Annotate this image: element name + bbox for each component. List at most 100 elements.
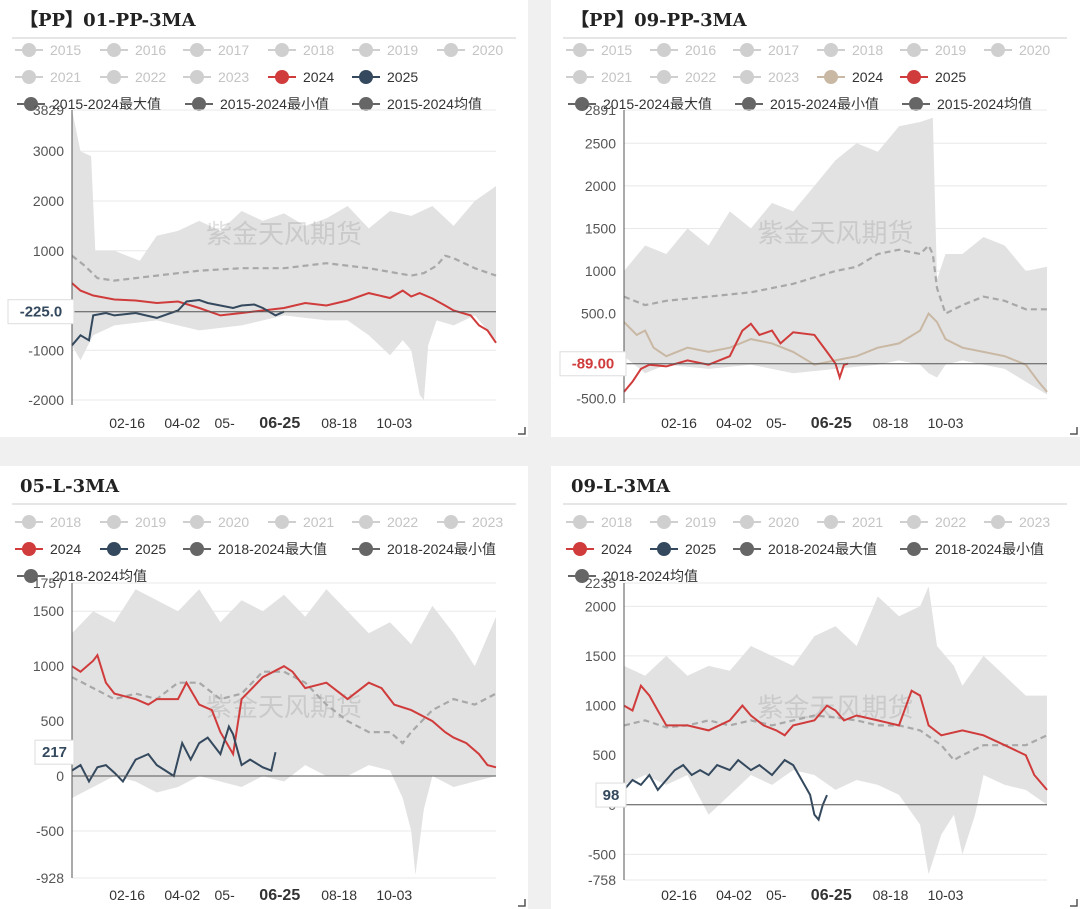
legend-marker: [359, 43, 373, 57]
y-tick-label: -2000: [28, 392, 64, 408]
x-tick-label: 02-16: [661, 415, 697, 431]
legend-marker: [24, 97, 38, 111]
legend-marker: [909, 97, 923, 111]
legend-item[interactable]: 2015-2024最大值: [568, 96, 712, 112]
legend-item[interactable]: 2015-2024均值: [352, 96, 482, 112]
legend-item[interactable]: 2019: [352, 42, 418, 58]
legend-item[interactable]: 2023: [984, 514, 1050, 530]
legend-label: 2022: [935, 514, 966, 530]
legend-item[interactable]: 2025: [650, 541, 716, 557]
legend-item[interactable]: 2018-2024均值: [568, 568, 698, 584]
legend-item[interactable]: 2021: [268, 514, 334, 530]
series-2024: [71, 282, 497, 344]
legend-item[interactable]: 2015-2024均值: [902, 96, 1032, 112]
legend-marker: [107, 515, 121, 529]
x-tick-label: 08-18: [873, 415, 909, 431]
legend-item[interactable]: 2018-2024均值: [17, 568, 147, 584]
resize-handle-icon[interactable]: [518, 899, 526, 907]
legend-item[interactable]: 2020: [437, 42, 503, 58]
legend-item[interactable]: 2023: [183, 69, 249, 85]
current-value-label: 217: [42, 744, 67, 761]
legend-item[interactable]: 2025: [100, 541, 166, 557]
legend-item[interactable]: 2018: [817, 42, 883, 58]
legend-marker: [824, 515, 838, 529]
x-axis: 02-16 04-02 05- 06-25 08-18 10-03: [661, 887, 964, 904]
y-tick-label: -500: [588, 846, 616, 862]
legend-item[interactable]: 2023: [733, 69, 799, 85]
legend-item[interactable]: 2022: [650, 69, 716, 85]
legend-marker: [740, 515, 754, 529]
legend-item[interactable]: 2021: [566, 69, 632, 85]
legend-label: 2023: [768, 69, 799, 85]
legend-item[interactable]: 2015-2024最小值: [735, 96, 879, 112]
y-tick-label: 1500: [585, 648, 616, 664]
legend-item[interactable]: 2016: [100, 42, 166, 58]
legend-marker: [192, 97, 206, 111]
x-tick-label: 02-16: [109, 415, 145, 431]
legend-item[interactable]: 2018-2024最小值: [352, 541, 496, 557]
legend-item[interactable]: 2024: [817, 69, 883, 85]
legend-item[interactable]: 2024: [268, 69, 334, 85]
legend-item[interactable]: 2020: [733, 514, 799, 530]
legend-item[interactable]: 2018-2024最小值: [900, 541, 1044, 557]
legend-marker: [991, 43, 1005, 57]
y-tick-label: 3829: [33, 102, 64, 118]
legend-item[interactable]: 2019: [900, 42, 966, 58]
legend-item[interactable]: 2022: [900, 514, 966, 530]
legend-item[interactable]: 2017: [733, 42, 799, 58]
series-2025: [623, 758, 828, 822]
y-tick-label: -758: [588, 872, 616, 888]
y-tick-label: 1000: [585, 698, 616, 714]
legend-item[interactable]: 2017: [183, 42, 249, 58]
legend-item[interactable]: 2015: [15, 42, 81, 58]
series-average: [623, 243, 1047, 316]
resize-handle-icon[interactable]: [1070, 899, 1078, 907]
series-2024: [623, 311, 1048, 393]
legend-item[interactable]: 2015-2024最大值: [17, 96, 161, 112]
resize-handle-icon[interactable]: [518, 427, 526, 435]
x-tick-label: 06-25: [811, 887, 852, 904]
watermark: 紫金天风期货: [757, 219, 913, 249]
legend-item[interactable]: 2015: [566, 42, 632, 58]
legend-item[interactable]: 2025: [900, 69, 966, 85]
legend-item[interactable]: 2019: [650, 514, 716, 530]
legend-marker: [573, 43, 587, 57]
y-tick-label: 1500: [33, 603, 64, 619]
legend-item[interactable]: 2018-2024最大值: [733, 541, 877, 557]
x-tick-label: 04-02: [716, 887, 752, 903]
legend-marker: [742, 97, 756, 111]
legend-item[interactable]: 2022: [352, 514, 418, 530]
series-2025: [623, 322, 849, 393]
legend-label: 2022: [135, 69, 166, 85]
legend-item[interactable]: 2022: [100, 69, 166, 85]
chart-l05: 05-L-3MA 2018 2019 2020 2021 2022 2023 2024 2025…: [0, 466, 528, 909]
legend-item[interactable]: 2020: [183, 514, 249, 530]
legend-item[interactable]: 2024: [566, 541, 632, 557]
legend-label: 2025: [685, 541, 716, 557]
legend-label: 2015-2024最小值: [220, 96, 329, 112]
legend-marker: [444, 515, 458, 529]
y-tick-label: 2235: [585, 575, 616, 591]
legend-item[interactable]: 2021: [817, 514, 883, 530]
legend-item[interactable]: 2020: [984, 42, 1050, 58]
x-tick-label: 02-16: [109, 887, 145, 903]
legend-item[interactable]: 2018: [566, 514, 632, 530]
resize-handle-icon[interactable]: [1070, 427, 1078, 435]
x-tick-label: 05-: [766, 415, 787, 431]
current-value-box: [595, 782, 627, 808]
legend-item[interactable]: 2018-2024最大值: [183, 541, 327, 557]
legend-item[interactable]: 2023: [437, 514, 503, 530]
legend-item[interactable]: 2024: [15, 541, 81, 557]
legend-item[interactable]: 2016: [650, 42, 716, 58]
legend-item[interactable]: 2019: [100, 514, 166, 530]
y-tick-label: 2000: [585, 178, 616, 194]
legend-item[interactable]: 2018: [15, 514, 81, 530]
legend-item[interactable]: 2018: [268, 42, 334, 58]
y-tick-label: 1000: [33, 658, 64, 674]
legend-label: 2015-2024均值: [937, 96, 1032, 112]
y-tick-label: 500: [41, 713, 65, 729]
legend-item[interactable]: 2015-2024最小值: [185, 96, 329, 112]
legend-item[interactable]: 2021: [15, 69, 81, 85]
legend-label: 2021: [303, 514, 334, 530]
legend-item[interactable]: 2025: [352, 69, 418, 85]
